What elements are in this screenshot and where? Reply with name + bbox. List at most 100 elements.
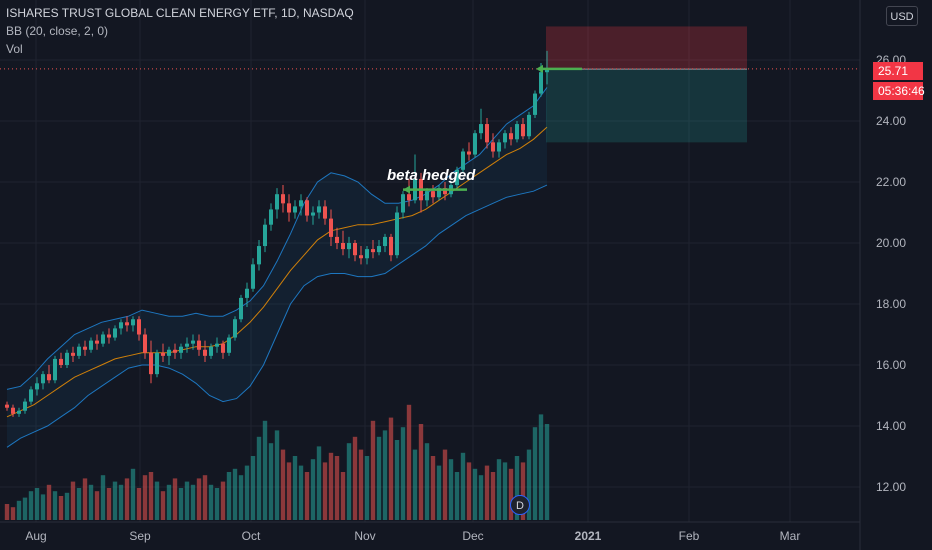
currency-button[interactable]: USD [886, 6, 918, 26]
candle-body [257, 246, 261, 265]
candle-body [239, 297, 243, 320]
volume-bar [538, 414, 544, 520]
volume-bar [256, 436, 262, 520]
volume-bar [508, 468, 514, 520]
volume-bar [346, 443, 352, 520]
y-tick-label: 16.00 [876, 358, 906, 372]
volume-bar [280, 449, 286, 520]
volume-bar [202, 475, 208, 520]
volume-bar [124, 478, 130, 520]
volume-bar [544, 424, 550, 520]
candle-body [311, 212, 315, 216]
volume-bar [94, 491, 100, 520]
dividend-badge[interactable]: D [510, 495, 530, 515]
volume-bar [220, 481, 226, 520]
candle-body [359, 255, 363, 259]
candle-body [191, 340, 195, 344]
short-position-tool[interactable] [546, 26, 747, 143]
volume-bar [496, 459, 502, 520]
y-tick-label: 14.00 [876, 419, 906, 433]
candle-body [437, 188, 441, 198]
candle-body [119, 322, 123, 329]
candle-body [317, 206, 321, 213]
take-profit-zone [546, 69, 747, 143]
volume-bar [286, 462, 292, 520]
volume-bar [118, 484, 124, 520]
y-tick-label: 20.00 [876, 236, 906, 250]
volume-bar [466, 462, 472, 520]
volume-bar [490, 472, 496, 520]
candle-body [29, 389, 33, 402]
volume-bar [34, 488, 40, 520]
last-price-tag: 25.71 [873, 62, 923, 80]
candle-body [5, 404, 9, 408]
volume-bar [406, 404, 412, 520]
x-tick-label: 2021 [575, 529, 602, 543]
candle-body [509, 133, 513, 140]
volume-bar [382, 430, 388, 520]
candle-body [167, 349, 171, 356]
candle-body [11, 407, 15, 414]
volume-bar [424, 443, 430, 520]
volume-legend[interactable]: Vol [6, 42, 23, 56]
volume-bar [190, 484, 196, 520]
bollinger-bands [6, 87, 548, 448]
volume-bar [22, 497, 28, 520]
bollinger-fill [7, 87, 547, 448]
volume-bar [352, 436, 358, 520]
y-tick-label: 12.00 [876, 480, 906, 494]
candle-body [341, 243, 345, 250]
bollinger-basis [6, 126, 548, 418]
volume-bar [82, 478, 88, 520]
volume-bar [226, 472, 232, 520]
volume-bar [154, 481, 160, 520]
volume-bar [532, 427, 538, 520]
candle-body [521, 124, 525, 137]
candle-body [383, 236, 387, 247]
candle-body [377, 246, 381, 253]
x-tick-label: Nov [354, 529, 375, 543]
grid-lines [0, 0, 860, 522]
volume-bar [130, 468, 136, 520]
volume-bar [268, 443, 274, 520]
candle-body [335, 236, 339, 243]
candle-body [305, 200, 309, 216]
volume-bar [520, 462, 526, 520]
annotation-label[interactable]: beta hedged [387, 167, 476, 184]
candle-body [395, 212, 399, 256]
volume-bar [52, 491, 58, 520]
volume-bar [250, 456, 256, 520]
volume-bar [238, 475, 244, 520]
candle-body [77, 346, 81, 356]
candlestick-series [5, 50, 549, 417]
volume-bar [274, 430, 280, 520]
reference-lines [0, 64, 860, 194]
candle-body [329, 218, 333, 237]
bollinger-legend[interactable]: BB (20, close, 2, 0) [6, 24, 109, 38]
candle-body [323, 206, 327, 219]
volume-bar [178, 488, 184, 520]
volume-bar [142, 475, 148, 520]
candle-body [35, 383, 39, 390]
candle-body [443, 188, 447, 195]
candle-body [287, 203, 291, 213]
candle-body [155, 352, 159, 375]
time-axis[interactable]: Aug Sep Oct Nov Dec 2021 Feb Mar [0, 521, 860, 543]
candle-body [233, 319, 237, 338]
volume-bar [64, 492, 70, 520]
candle-body [503, 133, 507, 143]
volume-bar [502, 462, 508, 520]
candle-body [515, 124, 519, 140]
volume-bar [322, 462, 328, 520]
volume-bar [364, 456, 370, 520]
bollinger-lower [6, 184, 548, 448]
volume-bar [196, 478, 202, 520]
entry-arrow-head [536, 64, 543, 73]
volume-bar [430, 456, 436, 520]
candle-body [53, 358, 57, 381]
volume-bar [400, 427, 406, 520]
candle-body [59, 358, 63, 365]
y-tick-label: 22.00 [876, 175, 906, 189]
volume-bar [136, 488, 142, 520]
